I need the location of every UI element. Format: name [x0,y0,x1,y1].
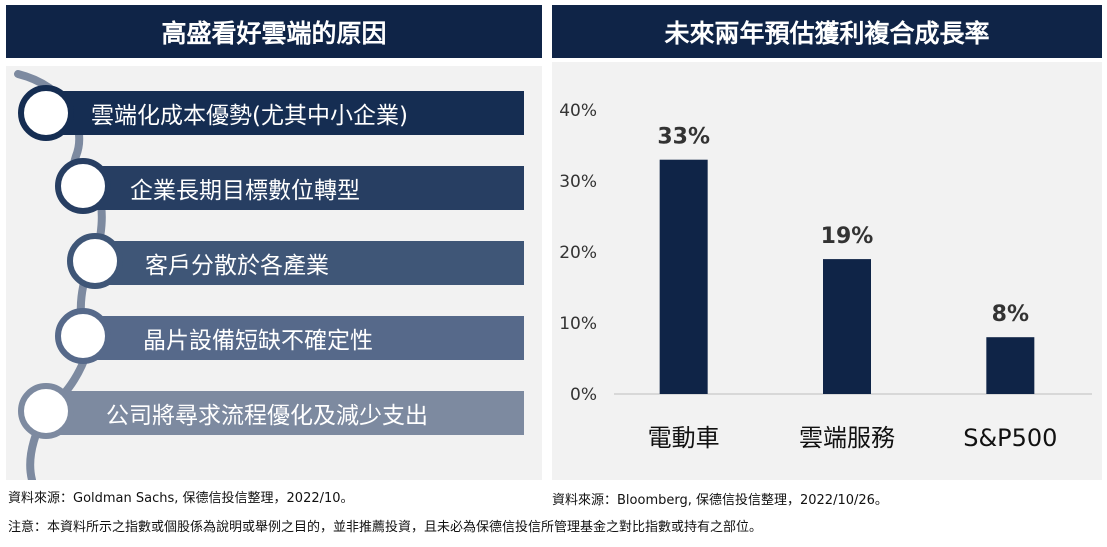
right-source-text: 資料來源：Bloomberg, 保德信投信整理，2022/10/26。 [552,493,888,508]
bar-2 [823,259,871,394]
x-category-label: 電動車 [648,424,720,452]
x-category-label: 雲端服務 [799,424,895,452]
reason-item-4: 晶片設備短缺不確定性 [88,316,524,360]
bar-3 [986,337,1035,394]
reason-label: 企業長期目標數位轉型 [130,178,360,204]
reasons-title: 高盛看好雲端的原因 [161,18,387,48]
growth-header: 未來兩年預估獲利複合成長率 [552,5,1102,58]
bar-1 [659,159,708,394]
reasons-header: 高盛看好雲端的原因 [6,5,542,58]
reasons-panel: 雲端化成本優勢(尤其中小企業) 企業長期目標數位轉型客戶分散於各產業晶片設備短缺不… [6,66,542,480]
y-tick-label: 0% [570,385,597,405]
reason-label: 晶片設備短缺不確定性 [143,328,373,354]
reason-item-1: 雲端化成本優勢(尤其中小企業) [51,91,524,135]
y-tick-label: 40% [559,101,597,121]
reason-item-2: 企業長期目標數位轉型 [88,166,524,210]
y-tick-label: 30% [559,172,597,192]
reason-bullet-circle-1 [18,85,74,141]
bar-value-label: 19% [821,224,874,249]
reason-item-5: 公司將尋求流程優化及減少支出 [51,391,524,435]
x-category-label: S&P500 [963,424,1057,452]
growth-bar-chart: 0% 10% 20% 30% 40% 33% 電動車 19% 雲端服務 8% S&P500 [559,101,1092,452]
bar-value-label: 8% [992,302,1029,327]
reason-bullet-circle-5 [18,383,74,439]
y-tick-label: 20% [559,243,597,263]
left-source-text: 資料來源：Goldman Sachs, 保德信投信整理，2022/10。 [8,491,354,506]
reason-label: 公司將尋求流程優化及減少支出 [106,403,428,429]
reason-bullet-circle-2 [55,158,111,214]
reason-bullet-circle-3 [67,233,123,289]
y-tick-label: 10% [559,314,597,334]
growth-title: 未來兩年預估獲利複合成長率 [664,18,990,48]
bar-value-label: 33% [657,125,710,150]
reason-bullet-circle-4 [55,308,111,364]
growth-chart-panel: 0% 10% 20% 30% 40% 33% 電動車 19% 雲端服務 8% S&P500 [552,62,1102,480]
reason-label: 客戶分散於各產業 [145,253,329,279]
reason-item-3: 客戶分散於各產業 [100,241,524,285]
disclaimer-note: 注意：本資料所示之指數或個股係為說明或舉例之目的，並非推薦投資，且未必為保德信投… [8,520,763,535]
reason-label: 雲端化成本優勢(尤其中小企業) [91,103,408,129]
